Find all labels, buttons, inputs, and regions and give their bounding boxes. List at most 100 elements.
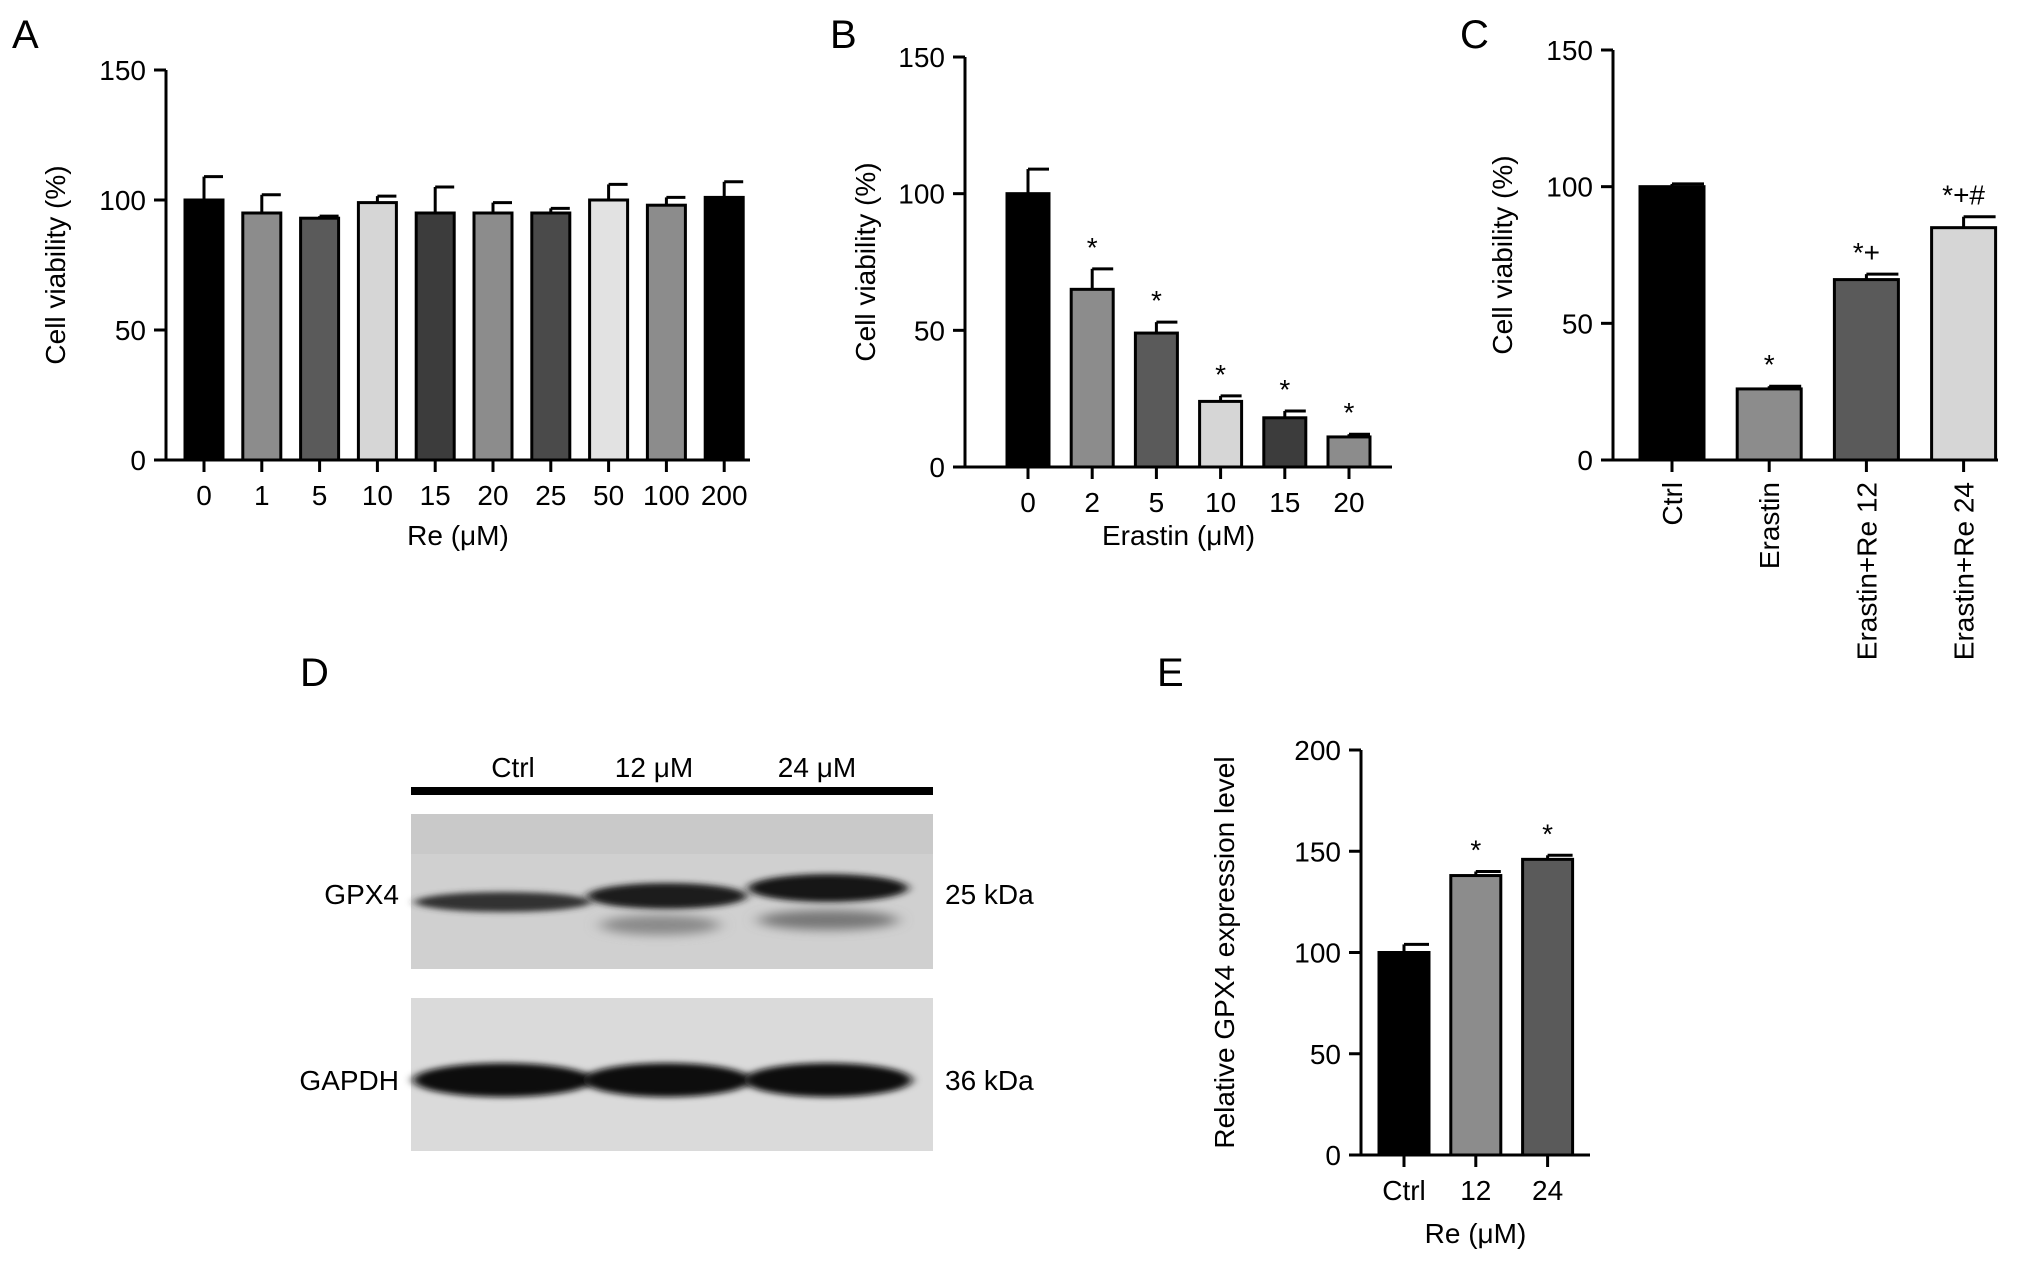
x-tick-label: Erastin [1754,482,1785,569]
bar [1638,185,1706,462]
x-tick-label: 2 [1084,487,1100,518]
protein-label-gapdh: GAPDH [299,1065,399,1096]
y-tick-label: 100 [898,179,945,210]
y-tick-label: 0 [1577,445,1593,476]
bar [588,198,630,462]
panel-c-chart: C 0 50 100 150 Cell viability (%) Ctrl * Erastin… [1460,13,1998,660]
significance-marker: * [1764,349,1775,380]
x-tick-label: Erastin+Re 24 [1949,482,1980,660]
panel-label-d: D [300,651,329,695]
x-tick-label: 5 [1149,487,1165,518]
bar [183,198,225,462]
bar [1326,435,1372,469]
bar [1832,278,1900,462]
y-tick-label: 150 [1546,35,1593,66]
x-tick-label: 20 [477,480,508,511]
protein-label-gpx4: GPX4 [324,879,399,910]
x-axis-title-a: Re (μM) [407,520,509,551]
band-gpx4-12um [587,883,747,909]
lane-label-24um: 24 μM [778,752,856,783]
bar [1069,287,1115,469]
bar [1521,857,1575,1157]
band-gpx4-ctrl [415,892,591,912]
y-axis-title-e: Relative GPX4 expression level [1209,756,1240,1148]
y-tick-label: 150 [99,55,146,86]
band-gapdh-ctrl [413,1063,593,1097]
panel-label-c: C [1460,13,1489,57]
size-label-gapdh: 36 kDa [945,1065,1034,1096]
x-tick-label: 15 [1269,487,1300,518]
x-tick-label: 25 [535,480,566,511]
x-tick-label: 0 [1020,487,1036,518]
bar [241,211,283,462]
x-tick-label: Ctrl [1657,482,1688,526]
x-tick-label: 1 [254,480,270,511]
x-axis-title-e: Re (μM) [1425,1218,1527,1249]
x-tick-label: Erastin+Re 12 [1851,482,1882,660]
panel-e-chart: E 0 50 100 150 200 Relative GPX4 expression le… [1157,651,1590,1249]
y-tick-label: 100 [99,185,146,216]
x-tick-label: 100 [643,480,690,511]
y-tick-label: 100 [1546,172,1593,203]
significance-marker: *+ [1853,237,1880,268]
lane-label-12um: 12 μM [615,752,693,783]
bar [703,195,745,462]
x-tick-label: 10 [1205,487,1236,518]
x-tick-label: 12 [1460,1175,1491,1206]
bar [472,211,514,462]
significance-marker: * [1542,818,1553,849]
x-tick-label: Ctrl [1382,1175,1426,1206]
panel-label-b: B [830,13,857,57]
band-gapdh-24um [744,1063,912,1097]
significance-marker: * [1344,397,1355,428]
y-tick-label: 50 [914,315,945,346]
y-tick-label: 0 [929,452,945,483]
lane-label-ctrl: Ctrl [491,752,535,783]
y-axis-title-a: Cell viability (%) [40,165,71,364]
panel-label-a: A [12,13,39,57]
y-axis-title-b: Cell viability (%) [850,162,881,361]
significance-marker: * [1279,374,1290,405]
x-tick-label: 5 [312,480,328,511]
x-tick-label: 24 [1532,1175,1563,1206]
y-tick-label: 0 [1325,1140,1341,1171]
y-tick-label: 50 [1562,308,1593,339]
y-axis-title-c: Cell viability (%) [1487,155,1518,354]
bar [1198,399,1244,469]
bar [1262,416,1308,469]
panel-b-chart: B 0 50 100 150 Cell viability (%) 0 * 2 * 5 * 10 * 15 *… [830,13,1392,551]
bar [530,211,572,462]
significance-marker: * [1087,232,1098,263]
significance-marker: *+# [1942,180,1985,211]
bar [356,201,398,462]
y-tick-label: 50 [115,315,146,346]
y-tick-label: 0 [130,445,146,476]
band-gpx4-24um [748,874,908,902]
x-tick-label: 0 [196,480,212,511]
x-axis-title-b: Erastin (μM) [1102,520,1255,551]
band-gapdh-12um [583,1063,751,1097]
panel-label-e: E [1157,651,1184,695]
bar [299,216,341,462]
bar [1735,387,1803,462]
x-tick-label: 200 [701,480,748,511]
panel-d-western-blot: D Ctrl 12 μM 24 μM GPX4 25 kDa GAPDH 36 … [299,651,1034,1151]
significance-marker: * [1470,835,1481,866]
y-tick-label: 50 [1310,1039,1341,1070]
bar [414,211,456,462]
x-tick-label: 15 [420,480,451,511]
bar [1377,951,1431,1157]
size-label-gpx4: 25 kDa [945,879,1034,910]
bar [1133,331,1179,469]
significance-marker: * [1151,285,1162,316]
bar [1449,874,1503,1157]
y-tick-label: 100 [1294,938,1341,969]
bar [645,203,687,462]
x-tick-label: 20 [1333,487,1364,518]
significance-marker: * [1215,359,1226,390]
y-tick-label: 200 [1294,735,1341,766]
y-tick-label: 150 [1294,836,1341,867]
y-tick-label: 150 [898,42,945,73]
